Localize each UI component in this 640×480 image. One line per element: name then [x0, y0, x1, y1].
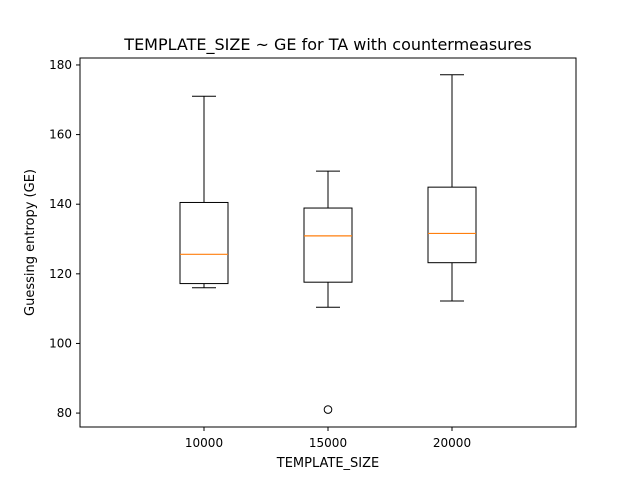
box [303, 207, 353, 283]
y-tick-label: 160 [49, 128, 72, 142]
chart-title: TEMPLATE_SIZE ~ GE for TA with counterme… [123, 35, 531, 55]
y-tick-label: 120 [49, 267, 72, 281]
x-tick-label: 15000 [309, 436, 347, 450]
box-series [179, 74, 477, 414]
y-tick-label: 180 [49, 58, 72, 72]
outlier-point [323, 405, 333, 414]
y-axis: 80 100 120 140 160 180 [49, 58, 80, 420]
box-plot-10000 [179, 95, 229, 289]
y-tick-label: 140 [49, 197, 72, 211]
y-tick-label: 80 [57, 406, 72, 420]
y-tick-label: 100 [49, 336, 72, 350]
y-axis-label: Guessing entropy (GE) [23, 169, 38, 316]
x-tick-label: 20000 [433, 436, 471, 450]
x-tick-label: 10000 [185, 436, 223, 450]
box-plot-20000 [427, 74, 477, 302]
plot-area [79, 57, 577, 428]
box-plot-15000 [303, 170, 353, 414]
box [427, 186, 477, 264]
x-axis: 10000 15000 20000 [185, 427, 471, 450]
x-axis-label: TEMPLATE_SIZE [276, 456, 380, 471]
box [179, 201, 229, 285]
